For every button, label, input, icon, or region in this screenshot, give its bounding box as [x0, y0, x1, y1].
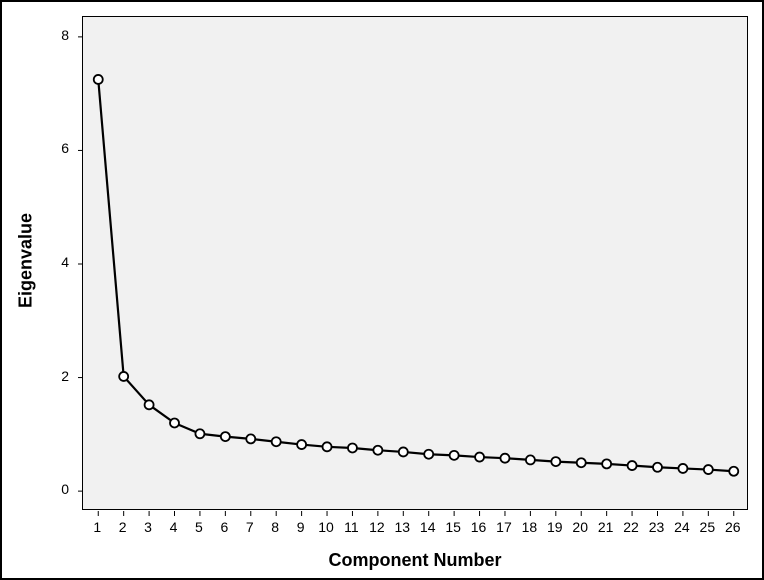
data-point — [272, 437, 281, 446]
data-point — [323, 442, 332, 451]
x-tick-label: 25 — [695, 519, 719, 535]
x-tick-label: 5 — [187, 519, 211, 535]
data-point — [526, 455, 535, 464]
x-tick-label: 1 — [85, 519, 109, 535]
data-point — [551, 457, 560, 466]
x-tick-label: 2 — [111, 519, 135, 535]
x-axis-label: Component Number — [265, 550, 565, 571]
data-point — [348, 443, 357, 452]
data-point — [119, 372, 128, 381]
x-tick-label: 7 — [238, 519, 262, 535]
x-tick-label: 21 — [594, 519, 618, 535]
x-tick-label: 18 — [517, 519, 541, 535]
data-point — [145, 400, 154, 409]
data-point — [221, 432, 230, 441]
plot-area — [82, 16, 748, 510]
x-tick-label: 9 — [289, 519, 313, 535]
scree-plot-svg — [83, 17, 749, 511]
x-tick-label: 11 — [339, 519, 363, 535]
x-tick-label: 3 — [136, 519, 160, 535]
data-point — [602, 459, 611, 468]
data-point — [678, 464, 687, 473]
data-point — [297, 440, 306, 449]
data-point — [450, 451, 459, 460]
x-tick-label: 10 — [314, 519, 338, 535]
x-tick-label: 16 — [467, 519, 491, 535]
data-point — [577, 458, 586, 467]
x-tick-label: 6 — [212, 519, 236, 535]
data-point — [246, 434, 255, 443]
x-tick-label: 17 — [492, 519, 516, 535]
x-tick-label: 24 — [670, 519, 694, 535]
data-point — [729, 467, 738, 476]
y-tick-label: 2 — [49, 368, 69, 384]
data-point — [475, 453, 484, 462]
chart-frame: Eigenvalue Component Number 02468 123456… — [0, 0, 764, 580]
data-point — [500, 454, 509, 463]
x-tick-label: 26 — [721, 519, 745, 535]
y-tick-label: 6 — [49, 140, 69, 156]
data-point — [424, 450, 433, 459]
data-point — [399, 447, 408, 456]
data-point — [704, 465, 713, 474]
x-tick-label: 13 — [390, 519, 414, 535]
x-tick-label: 8 — [263, 519, 287, 535]
x-tick-label: 15 — [441, 519, 465, 535]
x-tick-label: 19 — [543, 519, 567, 535]
x-tick-label: 14 — [416, 519, 440, 535]
data-point — [628, 461, 637, 470]
data-point — [94, 75, 103, 84]
y-tick-label: 0 — [49, 481, 69, 497]
data-point — [653, 463, 662, 472]
x-tick-label: 22 — [619, 519, 643, 535]
series-line — [98, 79, 733, 471]
x-tick-label: 12 — [365, 519, 389, 535]
y-tick-label: 4 — [49, 254, 69, 270]
y-tick-label: 8 — [49, 27, 69, 43]
data-point — [373, 446, 382, 455]
x-tick-label: 23 — [644, 519, 668, 535]
data-point — [170, 418, 179, 427]
data-point — [195, 429, 204, 438]
y-axis-label: Eigenvalue — [16, 201, 37, 321]
x-tick-label: 20 — [568, 519, 592, 535]
x-tick-label: 4 — [162, 519, 186, 535]
